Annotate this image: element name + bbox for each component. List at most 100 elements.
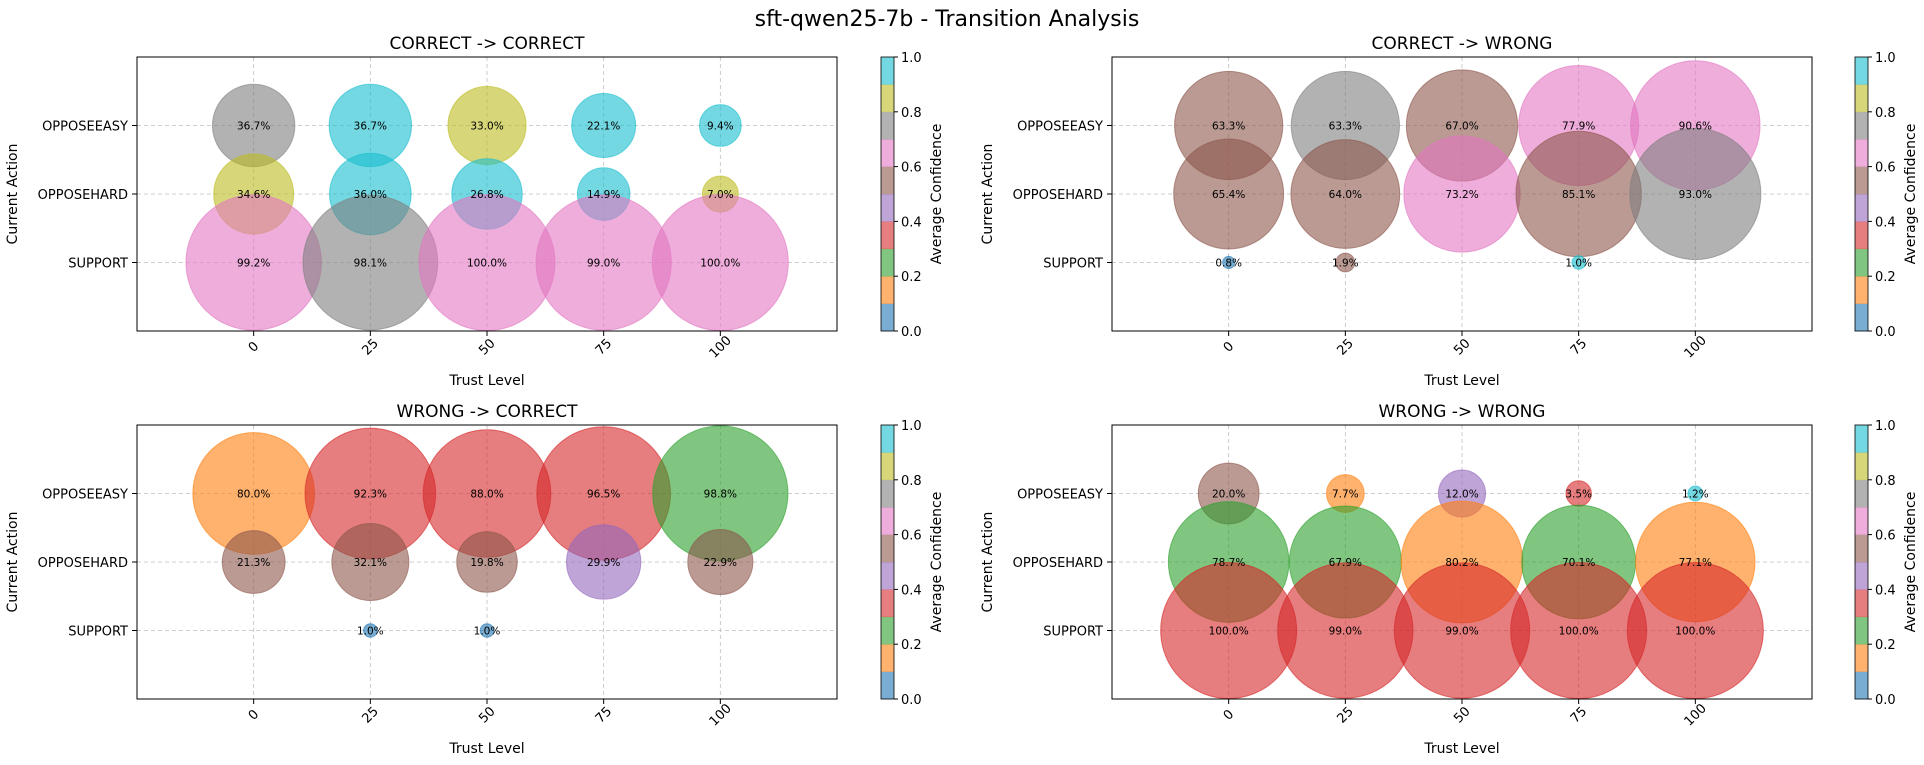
colorbar-frame [880,424,895,700]
data-label: 22.1% [587,121,620,133]
colorbar-segment [1855,589,1868,618]
colorbar-tick-label: 1.0 [901,51,922,66]
y-tick-label: OPPOSEEASY [1017,488,1103,503]
data-label: 85.1% [1562,189,1595,201]
bubbles [1160,462,1764,699]
y-tick-label: OPPOSEEASY [1017,120,1103,135]
data-label: 77.1% [1679,557,1712,569]
subplot-1: 36.7% 36.7% 33.0% 22.1% 9.4% 34.6% 36.0% 26.8% 1… [5,34,945,389]
colorbar-segment [1855,425,1868,453]
colorbar-segment [1855,644,1868,672]
colorbar-frame [880,56,895,332]
colorbar-tick-label: 0.6 [901,529,922,544]
y-tick-label: SUPPORT [1043,625,1103,640]
colorbar-label: Average Confidence [1903,124,1919,265]
data-label: 19.8% [470,557,503,569]
colorbar-segment [1855,534,1868,563]
y-tick-label: OPPOSEHARD [38,556,128,571]
data-label: 9.4% [707,121,734,133]
colorbar-segment [1855,303,1868,332]
colorbar-segment [1855,671,1868,700]
data-label: 64.0% [1329,189,1362,201]
bubbles [1173,60,1762,273]
colorbar-tick-label: 0.2 [1875,270,1896,285]
data-label: 77.9% [1562,121,1595,133]
colorbar-segment [881,589,894,618]
data-label: 65.4% [1212,189,1245,201]
x-tick-label: 100 [707,701,735,729]
data-label: 92.3% [354,489,387,501]
colorbar-segment [1855,111,1868,140]
bubble-point [698,104,742,147]
colorbar-segment [1855,139,1868,167]
colorbar-segment [1855,166,1868,195]
bubble-point [571,93,637,158]
colorbar-segment [881,425,894,453]
y-tick-label: OPPOSEHARD [38,188,128,203]
data-label: 63.3% [1212,121,1245,133]
colorbar-tick-label: 1.0 [901,419,922,434]
colorbar-tick-label: 0.0 [1875,693,1896,708]
colorbar-tick-label: 0.6 [1875,161,1896,176]
colorbar-segment [1855,57,1868,85]
x-tick-label: 25 [1335,704,1357,726]
colorbar-segment [881,452,894,481]
bubble-point [687,528,754,596]
colorbar-tick-label: 0.6 [901,161,922,176]
data-label: 1.2% [1682,489,1709,501]
colorbar-tick-label: 0.4 [1875,215,1896,230]
data-label: 73.2% [1445,189,1478,201]
data-label: 1.0% [357,626,384,638]
y-axis-label: Current Action [980,512,996,613]
bubble-point [565,524,642,600]
y-tick-label: OPPOSEHARD [1013,188,1103,203]
data-label: 36.0% [354,189,387,201]
y-tick-label: OPPOSEEASY [42,488,128,503]
data-label: 100.0% [1209,626,1249,638]
colorbar-tick-label: 0.4 [901,583,922,598]
colorbar-segment [881,221,894,250]
data-label: 67.9% [1329,557,1362,569]
data-label: 32.1% [354,557,387,569]
data-label: 26.8% [470,189,503,201]
colorbar-segment [881,303,894,332]
subplot-2: 63.3% 63.3% 67.0% 77.9% 90.6% 65.4% 64.0% 73.2%… [980,34,1919,389]
y-tick-label: OPPOSEHARD [1013,556,1103,571]
data-label: 20.0% [1212,489,1245,501]
data-label: 14.9% [587,189,620,201]
colorbar-tick-label: 0.2 [1875,638,1896,653]
data-label: 99.0% [1329,626,1362,638]
colorbar-tick-label: 1.0 [1875,51,1896,66]
colorbar-tick-label: 0.0 [901,693,922,708]
data-label: 70.1% [1562,557,1595,569]
colorbar-segment [1855,479,1868,508]
colorbar-tick-label: 1.0 [1875,419,1896,434]
data-label: 21.3% [237,557,270,569]
colorbar-segment [881,194,894,222]
x-axis-label: Trust Level [448,741,524,757]
colorbar-segment [1855,221,1868,250]
colorbar-tick-label: 0.4 [901,215,922,230]
data-label: 98.8% [704,489,737,501]
x-tick-label: 0 [1221,339,1237,355]
data-label: 34.6% [237,189,270,201]
bubble-point [1629,127,1762,261]
data-label: 78.7% [1212,557,1245,569]
colorbar-segment [881,507,894,535]
bubbles [185,83,789,331]
colorbar-tick-label: 0.2 [901,638,922,653]
data-label: 99.0% [1445,626,1478,638]
data-label: 1.9% [1332,258,1359,270]
y-tick-label: OPPOSEEASY [42,120,128,135]
data-label: 63.3% [1329,121,1362,133]
colorbar-segment [1855,84,1868,113]
data-label: 100.0% [700,258,740,270]
data-label: 7.7% [1332,489,1359,501]
data-label: 80.2% [1445,557,1478,569]
data-label: 100.0% [467,258,507,270]
colorbar-segment [1855,248,1868,277]
x-tick-label: 75 [1568,336,1590,358]
x-tick-label: 100 [1682,701,1710,729]
colorbar-segment [881,276,894,304]
data-label: 7.0% [707,189,734,201]
